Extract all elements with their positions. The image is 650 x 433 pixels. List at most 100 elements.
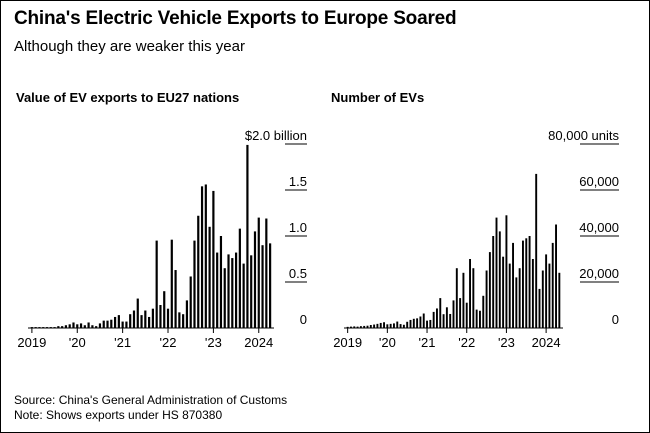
units-bar — [479, 310, 481, 328]
value-bar — [212, 190, 215, 328]
value-bar — [159, 305, 162, 328]
units-bar — [459, 298, 462, 328]
value-bar — [151, 308, 154, 328]
value-bar — [257, 217, 260, 328]
value-x-tick-label: '22 — [160, 335, 177, 350]
value-bar — [174, 270, 177, 328]
units-bar — [449, 313, 452, 328]
value-x-tick-label: '23 — [205, 335, 222, 350]
units-bar — [452, 300, 455, 328]
value-bar — [216, 252, 219, 328]
units-bar — [409, 319, 412, 328]
units-y-tick-label: 40,000 — [579, 220, 619, 235]
units-bar — [439, 298, 442, 328]
value-bar — [193, 240, 196, 328]
units-bar — [406, 321, 409, 328]
value-y-tick-label: 1.5 — [289, 174, 307, 189]
units-bar — [356, 326, 359, 328]
value-bar — [242, 263, 245, 328]
value-bar — [250, 255, 253, 328]
units-y-tick-label: 20,000 — [579, 266, 619, 281]
value-bar — [227, 254, 230, 328]
value-bar — [170, 239, 173, 328]
value-bar — [200, 186, 204, 328]
units-bar — [386, 324, 389, 328]
value-bar — [102, 320, 105, 328]
value-bar — [61, 326, 64, 328]
units-bar — [482, 295, 485, 328]
units-bar — [399, 324, 402, 328]
units-bar — [353, 326, 356, 328]
units-y-tick-label: 0 — [612, 312, 619, 327]
units-bar — [515, 277, 518, 328]
units-y-tick-label: 80,000 units — [548, 128, 619, 143]
units-bar — [432, 311, 435, 328]
value-bar — [113, 316, 117, 328]
value-bar — [72, 322, 75, 328]
value-x-tick-label: 2019 — [17, 335, 46, 350]
value-bar — [246, 144, 249, 328]
units-bar — [346, 326, 349, 328]
value-bar — [238, 228, 241, 328]
units-y-tick-label: 60,000 — [579, 174, 619, 189]
units-bar — [379, 322, 382, 328]
units-bar — [359, 326, 362, 328]
units-bar — [376, 323, 379, 328]
value-x-tick-label: '21 — [114, 335, 131, 350]
value-bar — [117, 315, 120, 328]
value-bar — [148, 316, 151, 328]
units-bar — [383, 322, 385, 328]
units-bar — [505, 215, 508, 328]
units-x-tick-label: '22 — [458, 335, 475, 350]
value-bar — [110, 319, 113, 328]
units-bar — [528, 236, 531, 328]
units-bar — [389, 323, 392, 328]
units-bar — [366, 325, 369, 328]
value-bar — [261, 245, 264, 328]
value-bar — [83, 325, 86, 328]
units-bar — [442, 314, 445, 328]
value-bar — [163, 291, 166, 328]
units-bar — [525, 238, 528, 328]
value-bar — [140, 315, 143, 328]
units-bar — [363, 325, 366, 328]
units-bar — [396, 321, 399, 328]
units-bar — [369, 325, 372, 328]
value-bar — [132, 310, 136, 328]
units-bar — [373, 324, 376, 328]
units-bar — [551, 242, 554, 328]
value-bar — [68, 324, 71, 328]
units-bar — [518, 268, 521, 328]
units-bar — [538, 288, 541, 328]
value-bar — [231, 258, 234, 328]
units-bar — [402, 324, 405, 328]
units-bar — [475, 309, 478, 328]
units-bar — [508, 263, 511, 328]
units-bar — [412, 318, 415, 328]
value-bar — [223, 268, 226, 328]
units-bar — [558, 272, 561, 328]
units-bar — [535, 173, 538, 328]
value-bar — [234, 252, 238, 328]
value-bar — [204, 184, 207, 328]
value-y-tick-label: 0.5 — [289, 266, 307, 281]
value-bar — [269, 243, 272, 328]
value-bar — [87, 322, 90, 328]
units-bar — [488, 252, 491, 328]
value-bar — [98, 323, 102, 328]
units-bar — [492, 236, 495, 328]
units-bar — [422, 313, 425, 328]
units-bar — [495, 217, 498, 328]
value-bar — [189, 276, 192, 328]
value-bar — [79, 323, 83, 328]
units-bar — [541, 270, 544, 328]
value-x-tick-label: '20 — [69, 335, 86, 350]
units-bar — [531, 259, 534, 328]
right-chart-title: Number of EVs — [331, 90, 425, 105]
value-bar — [265, 218, 268, 328]
value-y-tick-label: 1.0 — [289, 220, 307, 235]
value-bar — [208, 226, 211, 328]
value-bar — [125, 321, 128, 328]
